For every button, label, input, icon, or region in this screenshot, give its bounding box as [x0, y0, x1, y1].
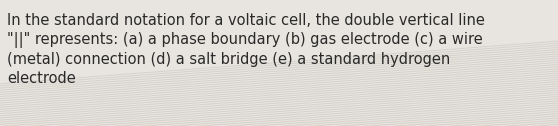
Polygon shape — [223, 0, 558, 126]
Polygon shape — [251, 0, 558, 126]
Polygon shape — [446, 0, 558, 126]
Polygon shape — [195, 0, 558, 126]
Polygon shape — [56, 0, 558, 126]
Polygon shape — [391, 0, 558, 126]
Polygon shape — [530, 0, 558, 126]
Polygon shape — [502, 0, 558, 126]
Polygon shape — [363, 0, 558, 126]
Polygon shape — [335, 0, 558, 126]
Polygon shape — [307, 0, 558, 126]
Polygon shape — [418, 0, 558, 126]
Polygon shape — [112, 0, 558, 126]
Polygon shape — [474, 0, 558, 126]
Polygon shape — [28, 0, 558, 126]
Polygon shape — [140, 0, 558, 126]
Text: In the standard notation for a voltaic cell, the double vertical line
"||" repre: In the standard notation for a voltaic c… — [7, 13, 485, 86]
Polygon shape — [167, 0, 558, 126]
Polygon shape — [279, 0, 558, 126]
Polygon shape — [84, 0, 558, 126]
